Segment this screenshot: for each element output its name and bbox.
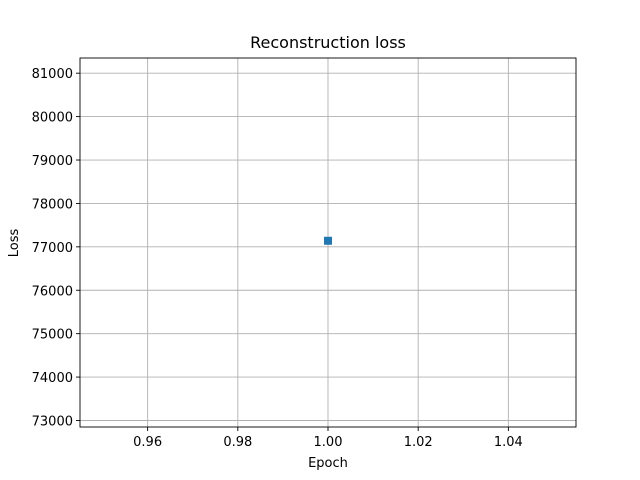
y-tick-label: 75000 <box>32 328 73 343</box>
grid <box>80 58 576 427</box>
y-tick-label: 77000 <box>32 241 73 256</box>
y-tick-label: 74000 <box>32 371 73 386</box>
data-marks <box>324 236 332 245</box>
chart-title: Reconstruction loss <box>250 33 406 52</box>
x-tick-label: 1.04 <box>494 435 523 450</box>
x-tick-label: 0.96 <box>133 435 162 450</box>
data-point <box>324 236 332 245</box>
x-axis-label: Epoch <box>308 456 348 471</box>
y-tick-label: 78000 <box>32 197 73 212</box>
y-tick-label: 79000 <box>32 154 73 169</box>
x-tick-label: 1.02 <box>404 435 433 450</box>
y-tick-label: 73000 <box>32 414 73 429</box>
y-tick-label: 80000 <box>32 111 73 126</box>
axes: 0.96 0.98 1.00 1.02 1.04 73000 74000 75000 76000… <box>32 67 523 450</box>
y-tick-label: 76000 <box>32 284 73 299</box>
y-axis-label: Loss <box>7 229 22 258</box>
x-tick-label: 1.00 <box>314 435 343 450</box>
y-tick-label: 81000 <box>32 67 73 82</box>
x-tick-label: 0.98 <box>223 435 252 450</box>
